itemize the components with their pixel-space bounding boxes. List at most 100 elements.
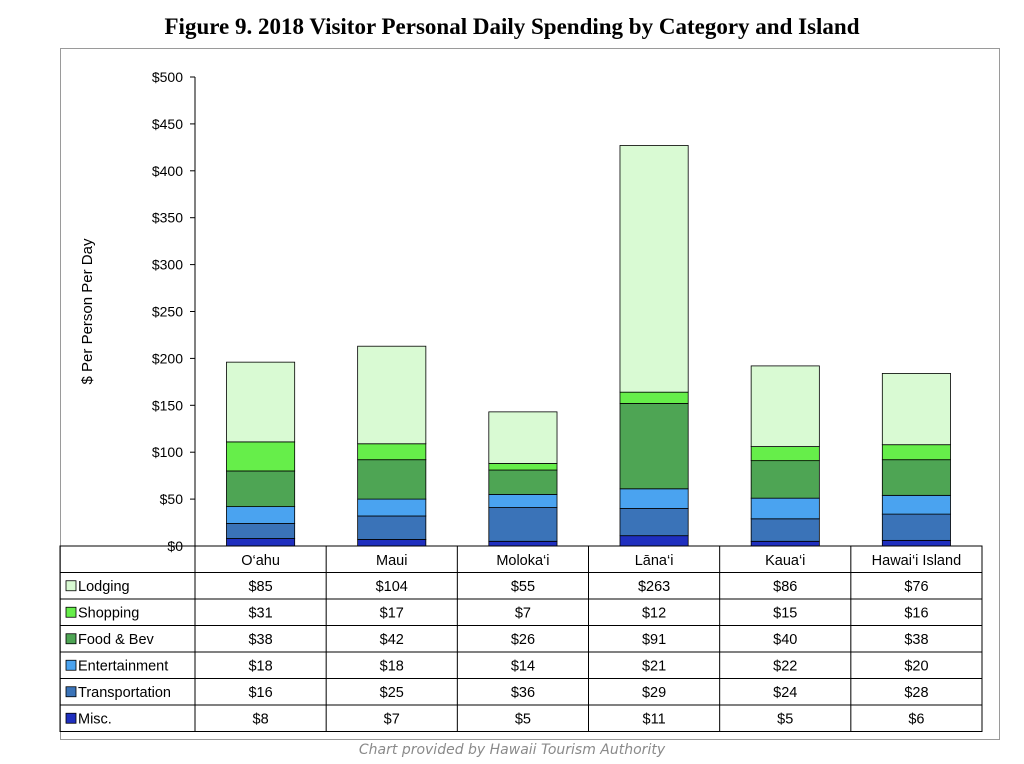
bar-segment (750, 446, 820, 462)
data-table-cell: $26 (511, 632, 535, 648)
data-table-cell: $31 (248, 605, 272, 621)
bar-segment (357, 443, 427, 461)
data-table-cell: $6 (908, 711, 924, 727)
data-table-cell: $38 (248, 632, 272, 648)
bar-segment (488, 463, 558, 471)
bar-segment (750, 518, 820, 542)
data-table-cell: $42 (380, 632, 404, 648)
legend-label: Lodging (78, 579, 130, 595)
y-axis-title: $ Per Person Per Day (79, 238, 96, 384)
data-table-cell: $8 (253, 711, 269, 727)
bar-segment (619, 403, 689, 490)
data-table-cell: $18 (380, 658, 404, 674)
legend-swatch (65, 686, 77, 698)
bar-segment (488, 494, 558, 508)
bar-segment (357, 459, 427, 500)
bar-segment (619, 391, 689, 404)
data-table-cell: $55 (511, 579, 535, 595)
legend-swatch (65, 712, 77, 724)
y-tick-label: $500 (152, 69, 183, 85)
bar-segment (488, 507, 558, 542)
bar-segment (750, 365, 820, 447)
bar-segment (357, 498, 427, 517)
bar-segment (750, 540, 820, 547)
y-tick-label: $250 (152, 304, 183, 320)
data-table-cell: $14 (511, 658, 535, 674)
data-table-cell: $17 (380, 605, 404, 621)
bar-segment (357, 539, 427, 547)
bar-segment (619, 145, 689, 393)
data-table-cell: $15 (773, 605, 797, 621)
bar-segment (881, 444, 951, 461)
data-table-cell: $7 (384, 711, 400, 727)
data-table-cell: $38 (904, 632, 928, 648)
bar-segment (488, 469, 558, 495)
bar-segment (619, 508, 689, 537)
x-category-label: Moloka‘i (496, 553, 549, 569)
x-category-label: Lāna‘i (635, 553, 674, 569)
y-tick-label: $200 (152, 350, 183, 366)
bar-segment (226, 523, 296, 539)
legend-swatch (65, 580, 77, 592)
y-tick-label: $350 (152, 210, 183, 226)
data-table-cell: $24 (773, 685, 797, 701)
data-table-cell: $12 (642, 605, 666, 621)
x-category-label: Hawai‘i Island (872, 553, 961, 569)
data-table-cell: $36 (511, 685, 535, 701)
bar-segment (226, 506, 296, 524)
data-table-cell: $29 (642, 685, 666, 701)
data-table-cell: $20 (904, 658, 928, 674)
legend-label: Shopping (78, 605, 139, 621)
y-tick-label: $50 (160, 491, 184, 507)
data-table-cell: $7 (515, 605, 531, 621)
data-table-cell: $40 (773, 632, 797, 648)
legend-label: Misc. (78, 711, 112, 727)
data-table-cell: $91 (642, 632, 666, 648)
data-table-cell: $5 (515, 711, 531, 727)
chart-frame (60, 48, 1000, 740)
legend-label: Entertainment (78, 658, 168, 674)
bar-segment (881, 459, 951, 496)
x-category-label: Kaua‘i (765, 553, 805, 569)
bar-segment (226, 441, 296, 472)
bar-segment (881, 494, 951, 515)
data-table-cell: $11 (643, 711, 666, 727)
bar-segment (357, 345, 427, 445)
data-table-cell: $21 (642, 658, 666, 674)
chart-credit: Chart provided by Hawaii Tourism Authori… (358, 742, 666, 758)
legend-swatch (65, 633, 77, 645)
bar-segment (488, 411, 558, 464)
bar-segment (750, 497, 820, 520)
legend-label: Transportation (78, 685, 171, 701)
x-category-label: O‘ahu (241, 553, 280, 569)
bar-segment (881, 539, 951, 547)
bar-segment (226, 470, 296, 508)
data-table-cell: $76 (904, 579, 928, 595)
data-table-cell: $18 (248, 658, 272, 674)
bar-segment (881, 513, 951, 541)
bar-segment (619, 488, 689, 509)
y-tick-label: $300 (152, 257, 183, 273)
data-table-cell: $22 (773, 658, 797, 674)
bar-segment (881, 373, 951, 446)
y-tick-label: $100 (152, 444, 183, 460)
data-table-cell: $28 (904, 685, 928, 701)
bar-segment (750, 460, 820, 499)
data-table-cell: $16 (248, 685, 272, 701)
data-table-cell: $263 (638, 579, 670, 595)
data-table-cell: $85 (248, 579, 272, 595)
bar-segment (226, 538, 296, 547)
bar-segment (619, 535, 689, 547)
chart-title: Figure 9. 2018 Visitor Personal Daily Sp… (164, 14, 860, 39)
bar-segment (357, 515, 427, 540)
bar-segment (226, 361, 296, 443)
y-tick-label: $400 (152, 163, 183, 179)
data-table-cell: $5 (777, 711, 793, 727)
y-tick-label: $150 (152, 397, 183, 413)
legend-swatch (65, 659, 77, 671)
data-table-cell: $25 (380, 685, 404, 701)
data-table-cell: $104 (376, 579, 408, 595)
data-table-cell: $86 (773, 579, 797, 595)
legend-swatch (65, 606, 77, 618)
